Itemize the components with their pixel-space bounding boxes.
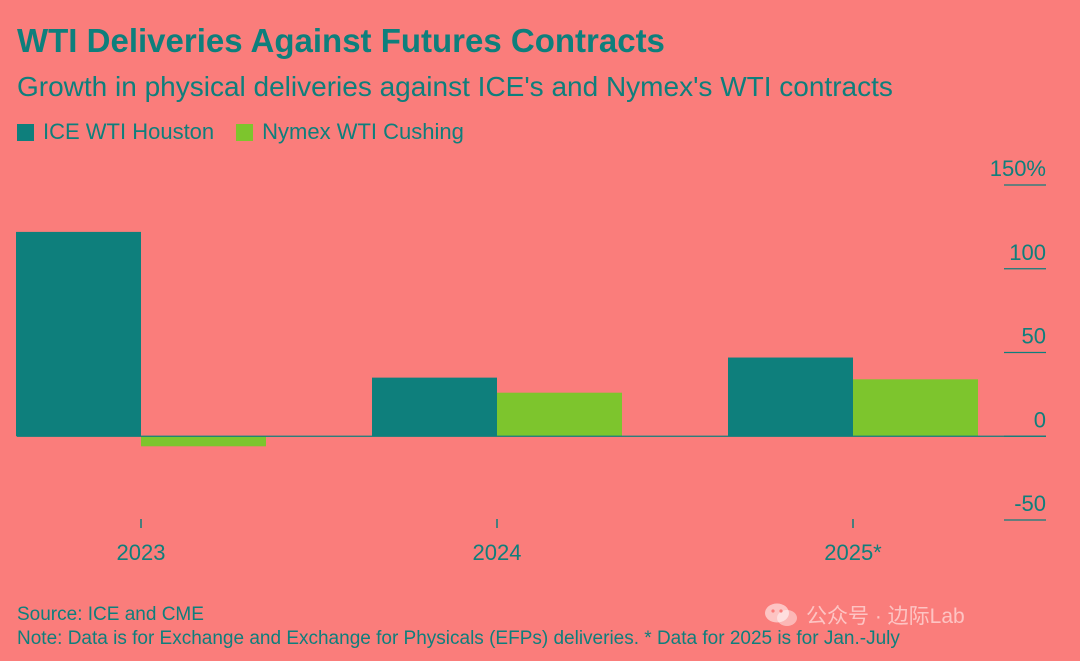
x-tick-label: 2025* (824, 540, 882, 565)
y-tick-label: -50 (1014, 491, 1046, 516)
bar-ice-2024 (372, 377, 497, 437)
chart-subtitle: Growth in physical deliveries against IC… (17, 71, 893, 102)
legend-label-ice: ICE WTI Houston (43, 119, 215, 144)
bar-ice-2023 (16, 231, 141, 437)
legend-label-nymex: Nymex WTI Cushing (262, 119, 464, 144)
bar-ice-2025 (728, 357, 853, 437)
source-text: Source: ICE and CME (17, 604, 204, 625)
y-tick-label: 50 (1022, 324, 1046, 349)
bar-nymex-2025 (853, 379, 978, 437)
x-tick-label: 2024 (473, 540, 522, 565)
watermark-text: 公众号 · 边际Lab (806, 605, 965, 628)
legend: ICE WTI Houston Nymex WTI Cushing (17, 119, 486, 145)
chart-title: WTI Deliveries Against Futures Contracts (17, 22, 665, 59)
bar-nymex-2023 (141, 436, 266, 447)
bar-nymex-2024 (497, 392, 622, 437)
y-tick-label: 100 (1009, 240, 1046, 265)
y-tick-label: 150% (990, 156, 1046, 181)
x-tick-label: 2023 (117, 540, 166, 565)
legend-swatch-nymex (236, 123, 254, 141)
legend-item-nymex: Nymex WTI Cushing (236, 119, 464, 145)
note-text: Note: Data is for Exchange and Exchange … (17, 628, 900, 649)
watermark: 公众号 · 边际Lab (764, 600, 965, 630)
y-tick-label: 0 (1034, 407, 1046, 432)
legend-item-ice: ICE WTI Houston (17, 119, 214, 145)
legend-swatch-ice (17, 123, 34, 141)
wechat-icon (765, 603, 797, 626)
